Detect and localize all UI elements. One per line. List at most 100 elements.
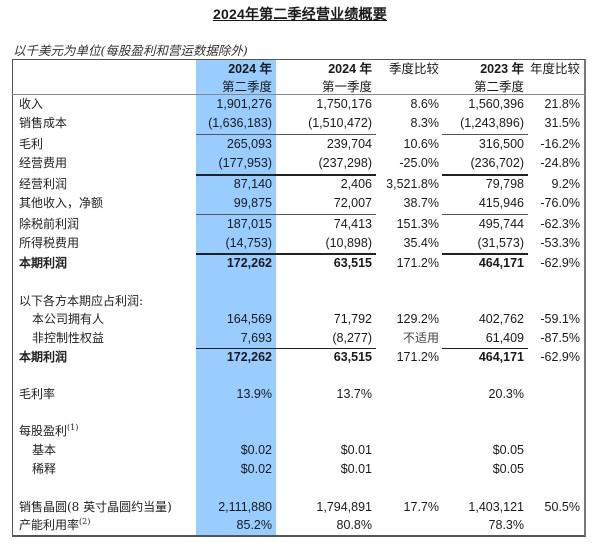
cell-qoq: 35.4% [403,236,439,250]
cell-qoq: 171.2% [396,256,439,270]
total-underline [442,348,528,349]
section-heading: 每股盈利(1) [19,422,78,441]
cell-q2-2024: 99,875 [233,196,272,210]
cell-qoq: 171.2% [396,350,439,364]
cell-q2-2023: 402,762 [478,312,524,326]
cell-q2-2023: $0.05 [492,443,524,457]
row-label: 除税前利润 [19,217,80,231]
cell-qoq: 17.7% [403,500,439,514]
table-row-utilization: 产能利用率(2) 85.2% 80.8% 78.3% [12,516,586,535]
cell-q1-2024: (1,510,472) [308,116,372,130]
cell-q2-2023: 464,171 [478,350,524,364]
subtotal-underline [442,174,528,176]
cell-yoy: 9.2% [551,177,581,191]
cell-q2-2023: (1,243,896) [460,116,524,130]
column-header-line2: 第二季度 [473,80,524,94]
subtotal-underline [196,134,376,135]
cell-yoy: 31.5% [544,116,580,130]
table-row-eps-diluted: 稀释 $0.02 $0.01 $0.05 [12,460,586,479]
cell-q2-2023: 1,560,396 [468,97,524,111]
cell-q1-2024: $0.01 [340,443,372,457]
cell-q1-2024: 63,515 [333,350,372,364]
column-header-q1-2024: 2024 年 第一季度 [290,60,372,96]
cell-q1-2024: (237,298) [318,156,372,170]
column-header-line1: 季度比较 [388,62,439,76]
table-row-owners: 本公司拥有人 164,569 71,792 129.2% 402,762 -59… [12,310,586,329]
cell-q2-2024: $0.02 [240,443,272,457]
cell-q1-2024: 71,792 [333,312,372,326]
table-row-profit-for-period-2: 本期利润 172,262 63,515 171.2% 464,171 -62.9… [12,348,586,367]
cell-q1-2024: 74,413 [333,217,372,231]
row-label: 基本 [32,443,57,457]
table-row-income-tax: 所得税费用 (14,753) (10,898) 35.4% (31,573) -… [12,234,586,253]
total-underline [196,348,376,349]
cell-q2-2023: 20.3% [488,387,524,401]
cell-q1-2024: (8,277) [332,331,372,345]
row-label: 毛利 [19,137,44,151]
cell-qoq: 129.2% [396,312,439,326]
table-row-profit-for-period: 本期利润 172,262 63,515 171.2% 464,171 -62.9… [12,254,586,273]
table-row-operating-profit: 经营利润 87,140 2,406 3,521.8% 79,798 9.2% [12,175,586,194]
cell-q1-2024: 63,515 [333,256,372,270]
cell-yoy: -76.0% [540,196,580,210]
column-header-line1: 2024 年 [328,62,372,76]
cell-qoq: 3,521.8% [386,177,439,191]
cell-qoq: 8.6% [410,97,440,111]
highlighted-column-q2-2024 [196,59,276,537]
row-label: 销售成本 [19,116,68,130]
cell-q2-2023: 78.3% [488,518,524,532]
cell-q1-2024: 2,406 [340,177,372,191]
subtotal-underline [196,214,376,215]
cell-q2-2023: (31,573) [477,236,524,250]
row-label: 其他收入，净额 [19,196,104,210]
row-label: 经营费用 [19,156,68,170]
table-row-operating-expenses: 经营费用 (177,953) (237,298) -25.0% (236,702… [12,154,586,173]
cell-q2-2024: 7,693 [240,331,272,345]
cell-q2-2023: 495,744 [478,217,524,231]
cell-q1-2024: 1,750,176 [316,97,372,111]
cell-yoy: -24.8% [540,156,580,170]
subtotal-underline [442,134,528,135]
cell-q1-2024: 80.8% [336,518,372,532]
column-header-line1: 年度比较 [529,62,580,76]
cell-q1-2024: (10,898) [325,236,372,250]
cell-q2-2024: 2,111,880 [218,500,272,514]
table-row-gross-profit: 毛利 265,093 239,704 10.6% 316,500 -16.2% [12,135,586,154]
cell-q2-2023: 61,409 [485,331,524,345]
cell-q2-2023: $0.05 [492,462,524,476]
cell-qoq: 38.7% [403,196,439,210]
table-row-revenue: 收入 1,901,276 1,750,176 8.6% 1,560,396 21… [12,95,586,114]
column-header-line1: 2023 年 [480,62,524,76]
cell-q2-2023: 464,171 [478,256,524,270]
row-label: 所得税费用 [19,236,80,250]
row-label: 经营利润 [19,177,68,191]
cell-q2-2024: $0.02 [240,462,272,476]
cell-yoy: -59.1% [540,312,580,326]
table-row-non-controlling: 非控制性权益 7,693 (8,277) 不适用 61,409 -87.5% [12,329,586,348]
row-label: 本期利润 [19,256,68,270]
header-divider [12,94,586,95]
cell-yoy: 50.5% [544,500,580,514]
footnote-marker: (2) [79,517,91,526]
cell-q1-2024: 1,794,891 [316,500,372,514]
total-underline [196,253,376,255]
cell-q2-2024: 85.2% [236,518,272,532]
table-row-profit-before-tax: 除税前利润 187,015 74,413 151.3% 495,744 -62.… [12,215,586,234]
summary-table [12,59,586,537]
table-row-cost-of-sales: 销售成本 (1,636,183) (1,510,472) 8.3% (1,243… [12,114,586,133]
cell-q2-2023: (236,702) [470,156,524,170]
cell-yoy: -62.9% [540,350,580,364]
column-header-q2-2024: 2024 年 第二季度 [196,60,272,96]
cell-yoy: -53.3% [540,236,580,250]
cell-q2-2024: 13.9% [236,387,272,401]
cell-q2-2024: 172,262 [226,256,272,270]
cell-q1-2024: $0.01 [340,462,372,476]
table-row-gross-margin: 毛利率 13.9% 13.7% 20.3% [12,385,586,404]
eps-heading-text: 每股盈利 [19,424,68,438]
cell-q2-2024: (14,753) [225,236,272,250]
cell-yoy: -62.9% [540,256,580,270]
cell-q2-2023: 316,500 [478,137,524,151]
section-heading: 以下各方本期应占利润: [19,294,144,308]
subtotal-underline [442,214,528,215]
row-label: 本期利润 [19,350,68,364]
